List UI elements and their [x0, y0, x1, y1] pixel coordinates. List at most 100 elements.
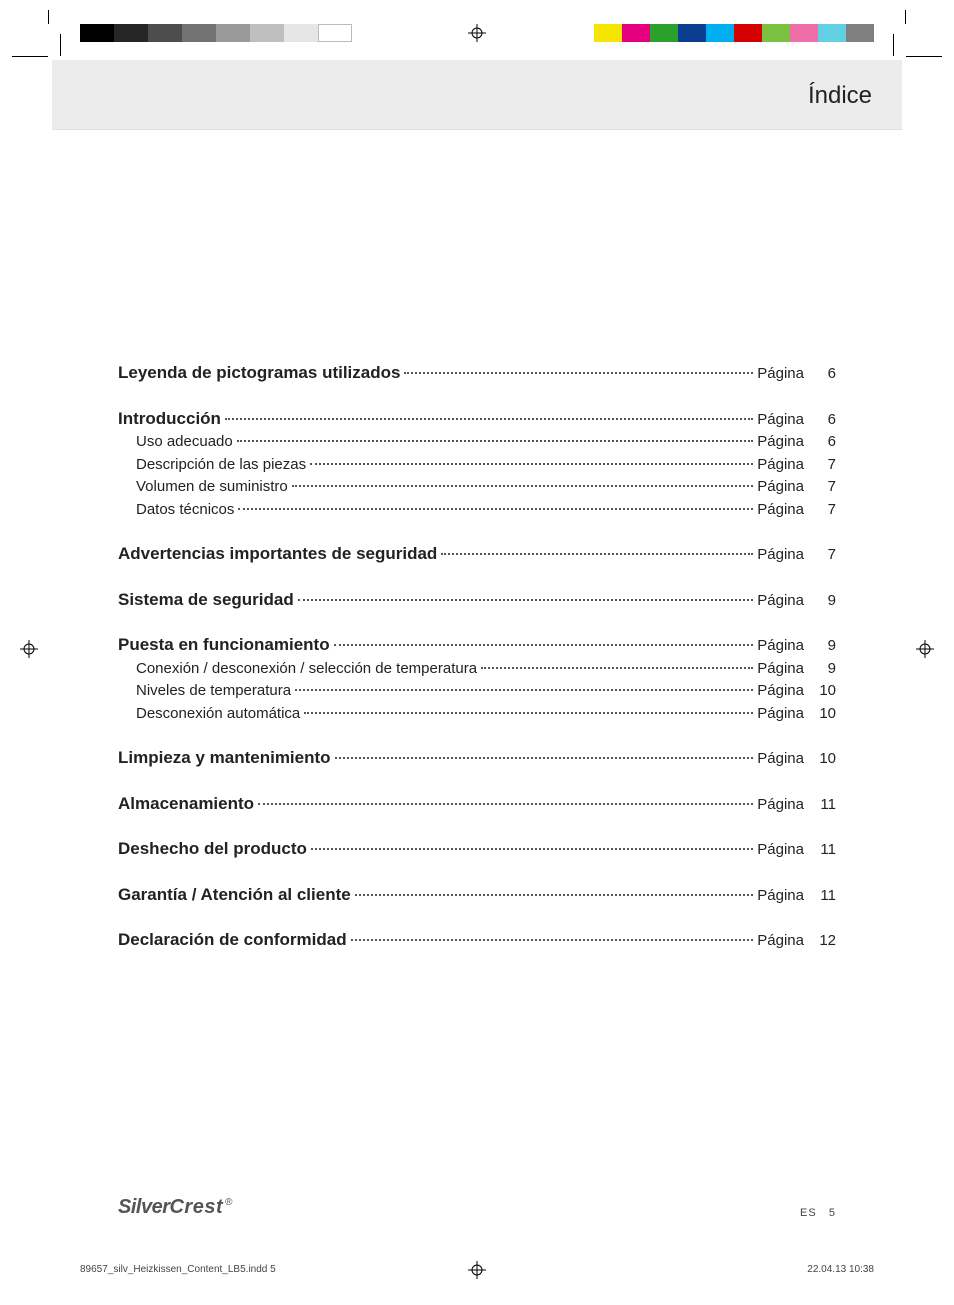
- toc-sub-row: Descripción de las piezas Página7: [118, 454, 836, 477]
- toc-page-number: 10: [810, 703, 836, 726]
- toc-heading-row: Garantía / Atención al clientePágina11: [118, 882, 836, 908]
- toc-page-word: Página: [757, 454, 810, 477]
- toc-label: Datos técnicos: [118, 499, 234, 522]
- toc-group: Sistema de seguridadPágina9: [118, 587, 836, 613]
- toc-label: Almacenamiento: [118, 791, 254, 817]
- gray-swatch-strip: [80, 24, 352, 42]
- toc-sub-row: Uso adecuadoPágina6: [118, 431, 836, 454]
- toc-label: Volumen de suministro: [118, 476, 288, 499]
- toc-label: Advertencias importantes de seguridad: [118, 541, 437, 567]
- crop-tick: [893, 34, 894, 56]
- toc-page-number: 11: [810, 794, 836, 817]
- registration-mark-icon: [468, 1261, 486, 1279]
- brand-logo: SilverCrest®: [118, 1196, 232, 1219]
- toc-heading-row: Declaración de conformidadPágina12: [118, 927, 836, 953]
- toc-leader-dots: [335, 757, 754, 759]
- toc-page-number: 7: [810, 499, 836, 522]
- color-swatch: [790, 24, 818, 42]
- toc-page-number: 7: [810, 476, 836, 499]
- toc-group: Deshecho del producto Página11: [118, 836, 836, 862]
- gray-swatch: [114, 24, 148, 42]
- toc-heading-row: Advertencias importantes de seguridad Pág…: [118, 541, 836, 567]
- toc-heading-row: Deshecho del producto Página11: [118, 836, 836, 862]
- toc-page-word: Página: [757, 544, 810, 567]
- table-of-contents: Leyenda de pictogramas utilizadosPágina6…: [118, 360, 836, 973]
- toc-label: Declaración de conformidad: [118, 927, 347, 953]
- toc-label: Sistema de seguridad: [118, 587, 294, 613]
- toc-heading-row: Leyenda de pictogramas utilizadosPágina6: [118, 360, 836, 386]
- toc-leader-dots: [304, 712, 753, 714]
- crop-tick: [12, 56, 48, 57]
- toc-page-number: 11: [810, 839, 836, 862]
- toc-page-word: Página: [757, 885, 810, 908]
- toc-leader-dots: [292, 485, 754, 487]
- toc-group: IntroducciónPágina6Uso adecuadoPágina6De…: [118, 406, 836, 522]
- toc-sub-row: Niveles de temperaturaPágina10: [118, 680, 836, 703]
- color-swatch: [594, 24, 622, 42]
- toc-label: Deshecho del producto: [118, 836, 307, 862]
- toc-sub-row: Conexión / desconexión / selección de te…: [118, 658, 836, 681]
- imprint-file: 89657_silv_Heizkissen_Content_LB5.indd 5: [80, 1264, 276, 1275]
- toc-label: Descripción de las piezas: [118, 454, 306, 477]
- toc-page-word: Página: [757, 658, 810, 681]
- toc-leader-dots: [334, 644, 754, 646]
- crop-tick: [905, 10, 906, 24]
- toc-label: Niveles de temperatura: [118, 680, 291, 703]
- color-swatch: [706, 24, 734, 42]
- registration-mark-icon: [468, 24, 486, 42]
- toc-sub-row: Volumen de suministro Página7: [118, 476, 836, 499]
- crop-tick: [906, 56, 942, 57]
- crop-tick: [48, 10, 49, 24]
- gray-swatch: [250, 24, 284, 42]
- registration-mark-icon: [20, 640, 38, 658]
- toc-page-number: 9: [810, 635, 836, 658]
- brand-part1: Silver: [118, 1196, 169, 1218]
- toc-leader-dots: [355, 894, 754, 896]
- toc-leader-dots: [298, 599, 754, 601]
- toc-page-number: 6: [810, 431, 836, 454]
- page-title: Índice: [808, 82, 872, 110]
- color-swatch: [622, 24, 650, 42]
- gray-swatch: [182, 24, 216, 42]
- toc-group: Advertencias importantes de seguridad Pág…: [118, 541, 836, 567]
- toc-label: Puesta en funcionamiento: [118, 632, 330, 658]
- toc-heading-row: Sistema de seguridadPágina9: [118, 587, 836, 613]
- color-swatch: [818, 24, 846, 42]
- toc-page-number: 12: [810, 930, 836, 953]
- toc-page-number: 6: [810, 409, 836, 432]
- toc-label: Uso adecuado: [118, 431, 233, 454]
- toc-leader-dots: [481, 667, 753, 669]
- color-swatch-strip: [594, 24, 874, 42]
- crop-tick: [60, 34, 61, 56]
- toc-leader-dots: [311, 848, 753, 850]
- toc-leader-dots: [404, 372, 753, 374]
- toc-page-word: Página: [757, 476, 810, 499]
- toc-heading-row: IntroducciónPágina6: [118, 406, 836, 432]
- toc-leader-dots: [258, 803, 753, 805]
- toc-page-word: Página: [757, 839, 810, 862]
- gray-swatch: [318, 24, 352, 42]
- toc-group: Puesta en funcionamiento Página9Conexión …: [118, 632, 836, 725]
- toc-leader-dots: [441, 553, 753, 555]
- toc-page-number: 7: [810, 454, 836, 477]
- toc-page-word: Página: [757, 635, 810, 658]
- toc-leader-dots: [238, 508, 753, 510]
- page-footer: SilverCrest® ES 5: [118, 1196, 836, 1219]
- toc-leader-dots: [237, 440, 754, 442]
- toc-group: AlmacenamientoPágina11: [118, 791, 836, 817]
- toc-leader-dots: [310, 463, 753, 465]
- toc-page-word: Página: [757, 748, 810, 771]
- imprint-datetime: 22.04.13 10:38: [807, 1264, 874, 1275]
- toc-page-number: 10: [810, 680, 836, 703]
- gray-swatch: [284, 24, 318, 42]
- toc-heading-row: Puesta en funcionamiento Página9: [118, 632, 836, 658]
- brand-part2: Crest: [169, 1196, 223, 1218]
- toc-label: Garantía / Atención al cliente: [118, 882, 351, 908]
- toc-sub-row: Desconexión automáticaPágina10: [118, 703, 836, 726]
- color-swatch: [734, 24, 762, 42]
- toc-group: Declaración de conformidadPágina12: [118, 927, 836, 953]
- gray-swatch: [216, 24, 250, 42]
- toc-leader-dots: [225, 418, 753, 420]
- toc-page-word: Página: [757, 409, 810, 432]
- toc-leader-dots: [351, 939, 754, 941]
